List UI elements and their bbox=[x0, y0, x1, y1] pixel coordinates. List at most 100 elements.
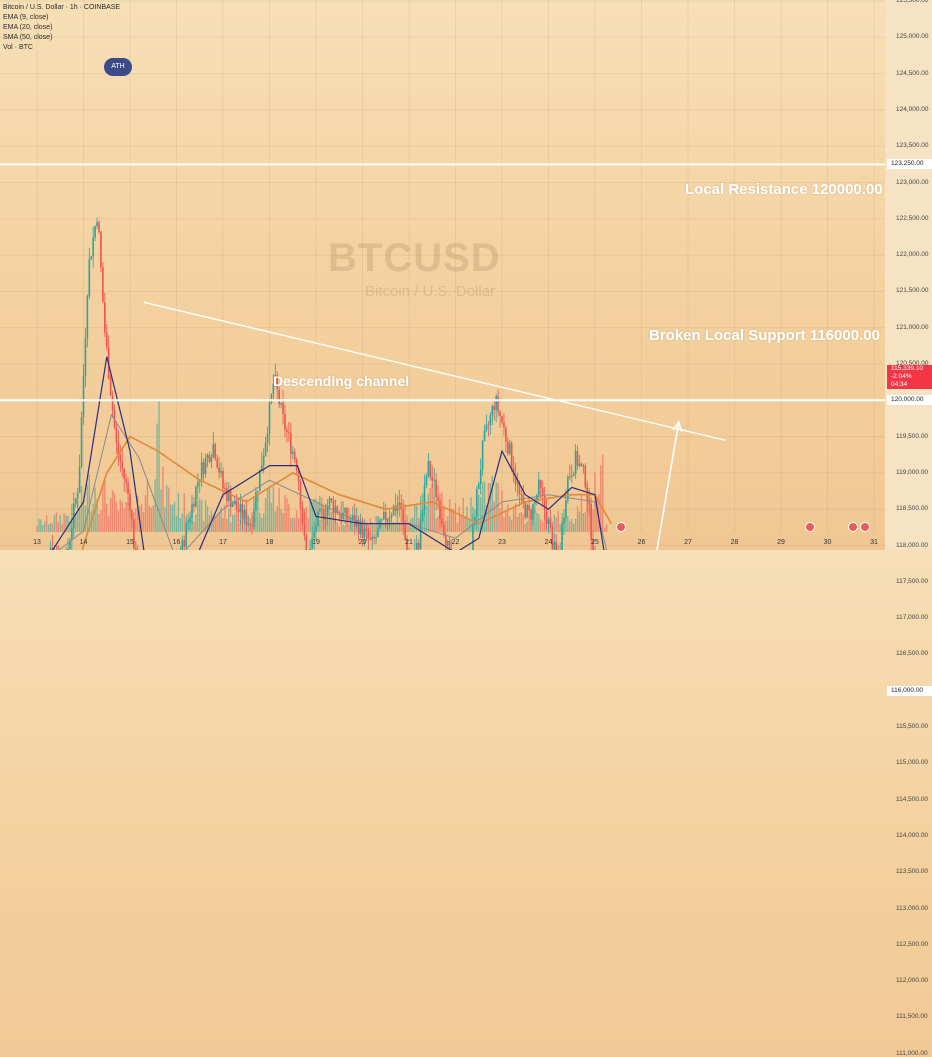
legend-ema20[interactable]: EMA (20, close) bbox=[3, 24, 53, 31]
candle bbox=[481, 441, 484, 470]
legend-ema9[interactable]: EMA (9, close) bbox=[3, 14, 49, 21]
date-tick-label: 19 bbox=[312, 539, 320, 546]
volume-bar bbox=[47, 524, 50, 532]
ath-badge[interactable]: ATH bbox=[104, 58, 132, 76]
candle bbox=[131, 510, 133, 520]
volume-bar bbox=[328, 506, 331, 532]
resistance-label[interactable]: Local Resistance 120000.00 bbox=[685, 181, 883, 198]
price-tick-label: 125,500.00 bbox=[896, 0, 929, 4]
candle bbox=[388, 517, 391, 519]
candle bbox=[96, 222, 98, 227]
support-label[interactable]: Broken Local Support 116000.00 bbox=[649, 327, 880, 344]
date-tick-label: 17 bbox=[219, 539, 227, 546]
volume-bar bbox=[307, 517, 309, 532]
volume-bar bbox=[600, 465, 602, 532]
candle bbox=[423, 485, 426, 511]
candle bbox=[433, 479, 435, 481]
candle bbox=[49, 547, 52, 550]
volume-bar bbox=[565, 513, 567, 532]
candle bbox=[322, 509, 325, 520]
volume-bar bbox=[113, 492, 116, 532]
volume-bar bbox=[501, 490, 503, 532]
candle bbox=[255, 492, 257, 511]
volume-bar bbox=[598, 494, 600, 532]
volume-bar bbox=[164, 507, 166, 532]
volume-bar bbox=[80, 485, 83, 532]
candle bbox=[224, 488, 226, 489]
volume-bar bbox=[352, 517, 354, 532]
volume-bar bbox=[462, 497, 464, 532]
volume-bar bbox=[57, 522, 60, 532]
candle bbox=[266, 433, 269, 444]
candle bbox=[547, 519, 550, 525]
candle bbox=[538, 479, 540, 495]
price-tick-label: 119,000.00 bbox=[896, 468, 929, 476]
volume-bar bbox=[447, 516, 449, 532]
volume-bar bbox=[152, 505, 154, 532]
bar-countdown: 04:34 bbox=[891, 381, 908, 388]
date-tick-label: 31 bbox=[870, 539, 878, 546]
candle bbox=[402, 508, 404, 524]
candle bbox=[218, 467, 220, 473]
candle bbox=[359, 521, 362, 534]
candle bbox=[532, 503, 534, 520]
volume-bar bbox=[235, 508, 238, 532]
candle bbox=[472, 524, 474, 550]
price-chart[interactable] bbox=[0, 0, 932, 550]
candle bbox=[501, 416, 503, 423]
volume-bar bbox=[580, 493, 583, 532]
volume-bar bbox=[181, 513, 184, 532]
volume-bar bbox=[288, 503, 290, 532]
candle bbox=[202, 462, 205, 474]
price-tick-label: 113,000.00 bbox=[896, 904, 929, 912]
descending-channel[interactable] bbox=[143, 301, 823, 550]
volume-bar bbox=[293, 517, 296, 532]
candle bbox=[102, 267, 104, 303]
arrow-head-icon bbox=[672, 420, 683, 432]
volume-bar bbox=[383, 523, 385, 532]
candle bbox=[301, 507, 304, 524]
candle bbox=[551, 527, 554, 550]
candle bbox=[204, 458, 207, 474]
candle bbox=[365, 528, 368, 531]
projection-arrow[interactable] bbox=[609, 420, 683, 550]
volume-bar bbox=[150, 507, 153, 532]
legend-sma50[interactable]: SMA (50, close) bbox=[3, 34, 53, 41]
price-axis[interactable] bbox=[885, 0, 932, 550]
candle bbox=[353, 515, 356, 527]
event-flag-icon[interactable] bbox=[860, 522, 870, 532]
event-flag-icon[interactable] bbox=[805, 522, 815, 532]
event-flag-icon[interactable] bbox=[848, 522, 858, 532]
candle bbox=[348, 519, 350, 521]
date-tick-label: 23 bbox=[498, 539, 506, 546]
candle bbox=[181, 539, 184, 550]
candle bbox=[195, 486, 197, 507]
volume-bar bbox=[220, 507, 222, 532]
candle bbox=[383, 511, 385, 520]
candle bbox=[445, 535, 447, 546]
channel-label[interactable]: Descending channel bbox=[273, 373, 410, 389]
last-price-badge: 115,339.10 -2.04% 04:34 bbox=[887, 365, 932, 389]
volume-bar bbox=[297, 518, 300, 532]
volume-bar bbox=[280, 508, 282, 532]
candle bbox=[499, 411, 501, 417]
volume-bar bbox=[137, 495, 139, 532]
volume-bar bbox=[334, 519, 337, 532]
candle bbox=[541, 487, 544, 496]
candle bbox=[313, 531, 315, 538]
volume-bar bbox=[88, 474, 91, 532]
volume-bar bbox=[534, 510, 536, 532]
volume-bar bbox=[427, 493, 430, 532]
volume-bar bbox=[218, 511, 220, 532]
legend-vol[interactable]: Vol · BTC bbox=[3, 44, 33, 51]
candle bbox=[288, 431, 290, 433]
event-flag-icon[interactable] bbox=[616, 522, 626, 532]
candle bbox=[295, 459, 298, 470]
volume-bar bbox=[505, 511, 507, 532]
candle bbox=[51, 547, 54, 550]
symbol-title[interactable]: Bitcoin / U.S. Dollar · 1h · COINBASE bbox=[3, 4, 121, 11]
candle bbox=[446, 540, 449, 546]
candle bbox=[189, 518, 191, 523]
price-tick-label: 112,500.00 bbox=[896, 940, 929, 948]
horizontal-levels[interactable] bbox=[0, 163, 885, 550]
